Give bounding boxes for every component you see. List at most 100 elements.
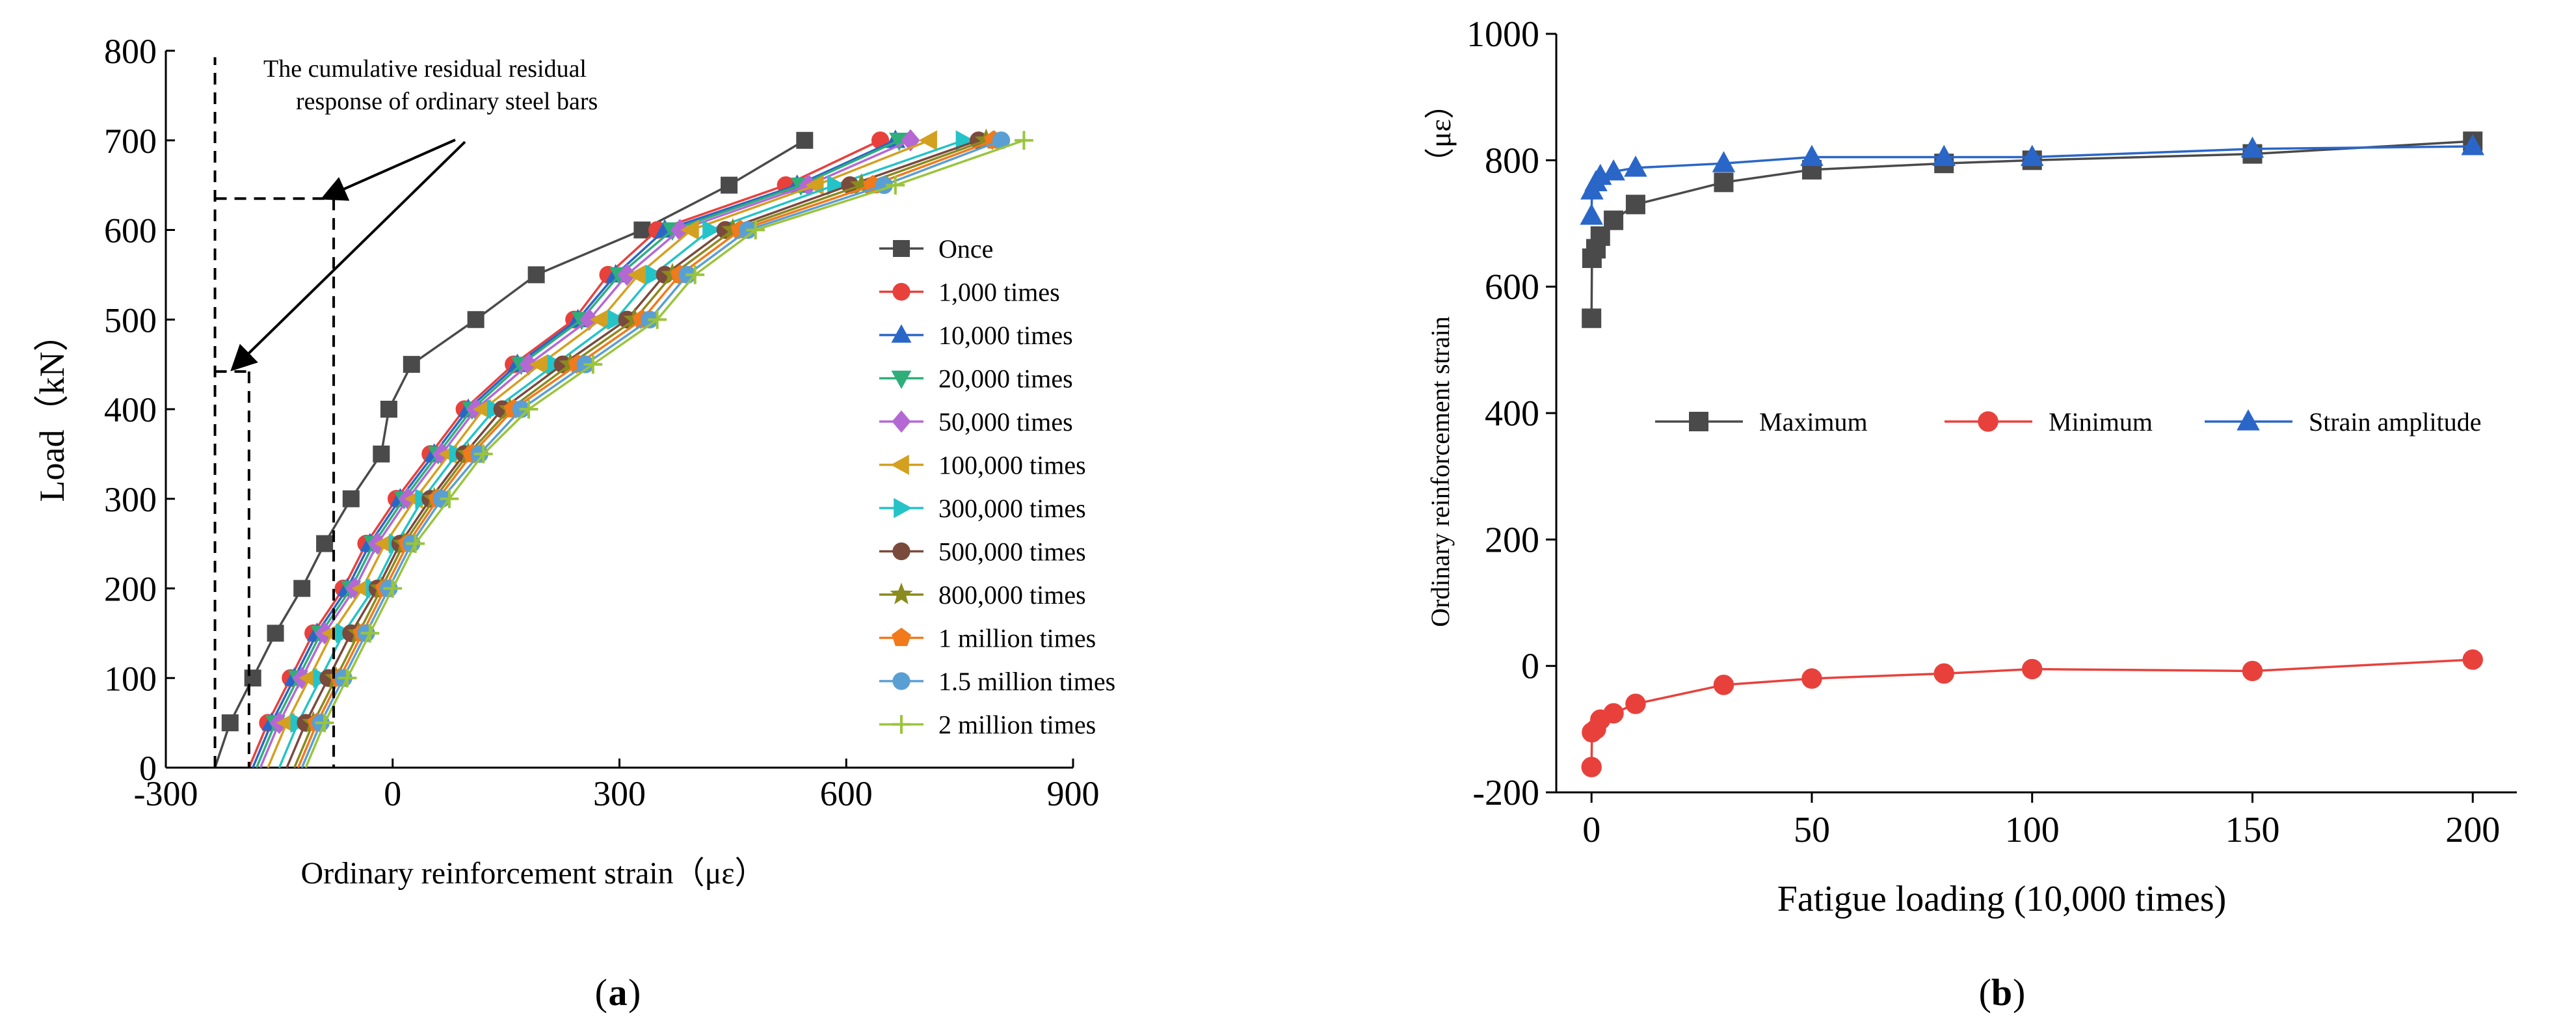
legend-marker (892, 282, 910, 301)
data-point (702, 220, 721, 240)
y-tick-label: 100 (104, 659, 157, 698)
y-tick-label: 400 (1485, 394, 1539, 434)
data-point (746, 221, 765, 239)
data-point (342, 490, 360, 507)
data-point (360, 623, 380, 643)
panel-label-a: a (609, 971, 628, 1014)
data-point (440, 489, 459, 509)
data-point (529, 354, 548, 375)
panel-label-paren-open: ( (1979, 971, 1991, 1014)
data-point (473, 444, 493, 464)
legend-label: 1 million times (938, 624, 1096, 653)
legend-label: 10,000 times (938, 321, 1073, 350)
y-tick-label: 600 (104, 211, 157, 250)
x-tick-label: 300 (593, 774, 646, 813)
x-tick-label: 150 (2225, 810, 2279, 850)
legend-marker (893, 240, 910, 257)
data-point (1932, 144, 1956, 167)
panel-label-paren-close: ) (628, 971, 641, 1014)
legend-marker (890, 455, 909, 475)
data-point (1603, 703, 1624, 724)
series-1 (1581, 649, 2483, 777)
x-tick-label: -300 (134, 774, 198, 813)
series-2 (1580, 134, 2485, 225)
series-4 (259, 129, 920, 768)
data-point (805, 175, 824, 196)
data-point (1015, 131, 1033, 150)
legend-marker (894, 498, 912, 518)
data-point (796, 131, 814, 149)
data-point (607, 309, 627, 330)
data-point (685, 265, 705, 284)
legend-marker (890, 582, 913, 604)
series-line (259, 139, 911, 768)
y-tick-label: 1000 (1467, 14, 1539, 55)
y-tick-label: 200 (104, 570, 157, 609)
x-tick-label: 100 (2005, 810, 2060, 850)
data-point (633, 221, 651, 239)
data-point (1800, 144, 1824, 167)
legend: Maximum Minimum Strain amplitude (1655, 407, 2482, 437)
data-point (589, 309, 609, 330)
series-11 (304, 131, 1033, 768)
data-point (646, 264, 665, 285)
legend-label: 800,000 times (938, 580, 1086, 610)
series-line (267, 139, 930, 768)
series-line (255, 139, 900, 768)
y-axis-label: Load（kN） (33, 317, 72, 502)
data-point (406, 534, 425, 554)
data-point (467, 311, 485, 329)
x-tick-label: 50 (1794, 810, 1830, 850)
y-tick-label: 800 (1485, 141, 1539, 181)
data-point (2242, 660, 2263, 682)
data-point (1580, 203, 1603, 225)
data-point (380, 401, 397, 418)
data-point (1712, 151, 1736, 172)
data-point (1625, 693, 1646, 714)
legend-marker (891, 370, 912, 389)
legend-marker (892, 542, 910, 561)
legend-label: 100,000 times (938, 451, 1086, 480)
data-point (1581, 757, 1602, 777)
series-3 (255, 132, 910, 768)
y-tick-label: -200 (1472, 773, 1539, 813)
data-point (1714, 172, 1734, 193)
data-point (267, 625, 284, 642)
legend-marker (892, 672, 910, 690)
legend: Once 1,000 times 10,000 times 20,000 times 5… (879, 234, 1115, 740)
legend-label: 1,000 times (938, 278, 1060, 307)
legend-marker (892, 715, 911, 734)
legend-marker (891, 324, 912, 343)
data-point (383, 579, 403, 598)
data-point (2462, 649, 2483, 670)
data-point (1801, 668, 1822, 689)
data-point (2461, 134, 2485, 155)
legend-label: Maximum (1759, 407, 1868, 437)
data-point (315, 713, 334, 733)
y-axis-label: Ordinary reinforcement strain (1426, 316, 1455, 627)
legend-label: 2 million times (938, 710, 1096, 740)
data-point (1604, 210, 1624, 230)
data-point (2022, 658, 2043, 680)
x-tick-label: 900 (1047, 774, 1100, 813)
x-tick-label: 0 (384, 774, 401, 813)
data-point (648, 310, 667, 329)
data-point (628, 264, 646, 285)
series-5 (267, 130, 937, 768)
data-point (527, 266, 545, 284)
data-point (617, 263, 637, 286)
x-axis-label: Ordinary reinforcement strain（με） (301, 856, 766, 891)
data-point (721, 176, 738, 194)
data-point (680, 220, 699, 240)
legend-marker (1689, 412, 1708, 431)
data-point (886, 176, 905, 195)
legend-label: Minimum (2049, 407, 2153, 437)
legend-label: 20,000 times (938, 364, 1073, 394)
data-point (1602, 159, 1625, 181)
data-point (918, 130, 937, 151)
data-point (1625, 195, 1645, 215)
data-point (583, 355, 603, 374)
y-tick-label: 500 (104, 301, 157, 340)
